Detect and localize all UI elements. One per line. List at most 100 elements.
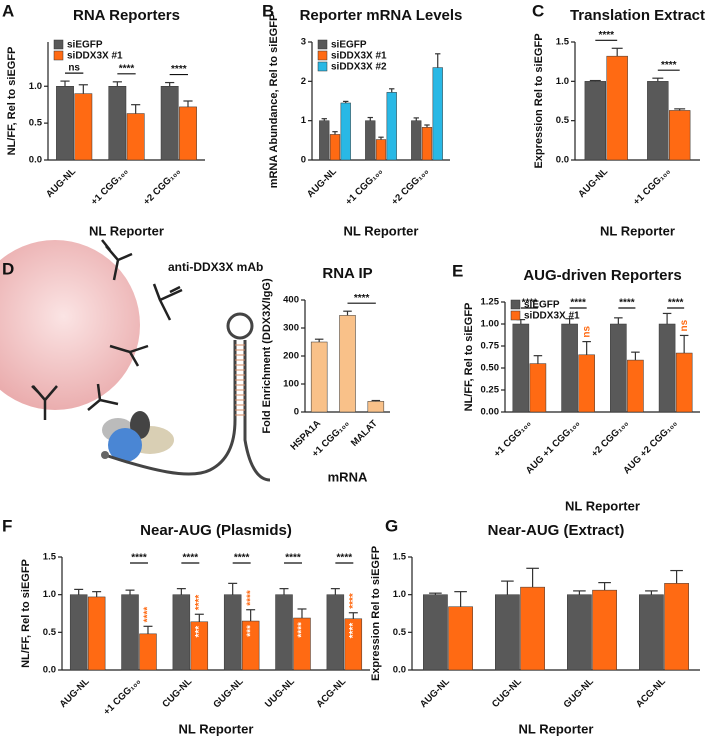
chart-title: Near-AUG (Plasmids) — [140, 522, 292, 539]
antibodies — [31, 239, 183, 420]
y-tick-label: 0.25 — [481, 385, 500, 396]
x-tick-label: +1 CGG₁₀₀ — [631, 166, 672, 207]
error-bar — [573, 590, 586, 595]
x-axis-label: NL Reporter — [519, 721, 594, 736]
bar — [223, 594, 242, 671]
y-axis-label: NL/FF, Rel to siEGFP — [20, 559, 32, 668]
significance-label: **** — [619, 298, 635, 309]
y-tick-label: 1.0 — [43, 589, 56, 600]
bar — [627, 359, 644, 413]
y-tick-label: 200 — [283, 351, 299, 362]
error-bar — [533, 355, 543, 364]
significance-label: *** — [245, 625, 256, 637]
panel-letter: G — [385, 516, 398, 535]
error-bar — [125, 589, 135, 595]
bar — [561, 323, 578, 413]
significance-label: **** — [119, 63, 135, 74]
y-tick-label: 0.5 — [556, 115, 570, 126]
bar — [669, 110, 691, 161]
panel-letter: F — [2, 516, 12, 535]
x-tick-label: +2 CGG₁₀₀ — [141, 166, 182, 207]
legend-label: siEGFP — [331, 40, 367, 51]
bar — [647, 81, 669, 161]
error-bar — [60, 80, 70, 87]
error-bar — [92, 591, 102, 597]
significance-label: **** — [234, 553, 250, 564]
legend-label: siDDX3X #1 — [67, 51, 123, 62]
significance-label: **** — [354, 293, 370, 304]
bar — [421, 127, 433, 161]
chart-title: Reporter mRNA Levels — [300, 7, 463, 24]
error-bar — [526, 567, 539, 588]
bead — [0, 240, 140, 410]
bar — [326, 594, 345, 671]
x-tick-label: AUG-NL — [305, 166, 339, 200]
x-tick-label: +1 CGG₁₀₀ — [89, 166, 130, 207]
bar — [592, 589, 617, 671]
x-tick-label: ACG-NL — [634, 676, 668, 710]
x-axis-label: mRNA — [328, 469, 368, 484]
error-bar — [165, 81, 175, 87]
error-bar — [367, 116, 373, 121]
error-bar — [143, 625, 153, 634]
y-tick-label: 1.5 — [393, 552, 407, 563]
error-bar — [279, 588, 289, 595]
x-tick-label: AUG-NL — [58, 676, 92, 710]
error-bar — [454, 591, 467, 607]
error-bar — [565, 318, 574, 324]
x-axis-label: NL Reporter — [89, 223, 164, 238]
bar — [411, 120, 422, 161]
error-bar — [614, 317, 623, 324]
significance-label: **** — [245, 590, 256, 606]
y-tick-label: 0.75 — [481, 341, 500, 352]
rna — [104, 340, 237, 476]
bar — [432, 67, 443, 161]
significance-label: **** — [171, 64, 187, 75]
bar — [512, 323, 530, 413]
bar — [664, 583, 689, 671]
panel-letter: E — [452, 261, 463, 280]
error-bar — [332, 131, 338, 135]
significance-label: ns — [68, 63, 80, 74]
x-tick-label: +2 CGG₁₀₀ — [389, 166, 430, 207]
error-bar — [183, 100, 193, 107]
significance-label: ns — [581, 325, 592, 337]
error-bar — [246, 609, 256, 622]
y-tick-label: 0.0 — [43, 665, 56, 676]
y-tick-label: 1 — [301, 115, 307, 126]
y-tick-label: 0.50 — [481, 363, 500, 374]
y-axis-label: NL/FF, Rel to siEGFP — [6, 47, 18, 156]
x-tick-label: AUG-NL — [418, 676, 452, 710]
error-bar — [330, 588, 340, 595]
error-bar — [371, 399, 381, 402]
error-bar — [176, 588, 186, 595]
x-tick-label: CUG-NL — [160, 676, 194, 710]
error-bar — [662, 312, 672, 324]
bar — [423, 594, 448, 671]
error-bar — [112, 81, 122, 87]
y-tick-label: 0 — [294, 407, 299, 418]
bar — [375, 139, 387, 161]
x-axis-label: NL Reporter — [344, 223, 419, 238]
error-bar — [348, 612, 358, 619]
panel-letter: D — [2, 259, 14, 278]
panel-letter: C — [532, 1, 544, 20]
complex — [102, 411, 174, 462]
legend-swatch — [53, 50, 64, 61]
y-axis-label: Expression Rel to siEGFP — [370, 546, 382, 681]
bar — [567, 594, 592, 671]
y-tick-label: 1.5 — [556, 37, 570, 48]
error-bar — [131, 104, 141, 114]
legend-label: siEGFP — [524, 300, 560, 311]
error-bar — [501, 580, 514, 595]
error-bar — [631, 351, 640, 361]
bar — [160, 86, 179, 161]
legend-swatch — [317, 50, 328, 61]
bar — [675, 352, 693, 413]
x-tick-label: +1 CGG₁₀₀ — [492, 418, 533, 459]
bar — [578, 354, 595, 413]
y-tick-label: 400 — [283, 295, 299, 306]
error-bar — [74, 588, 84, 595]
bar — [139, 633, 157, 671]
x-tick-label: AUG +2 CGG₁₀₀ — [621, 418, 679, 476]
